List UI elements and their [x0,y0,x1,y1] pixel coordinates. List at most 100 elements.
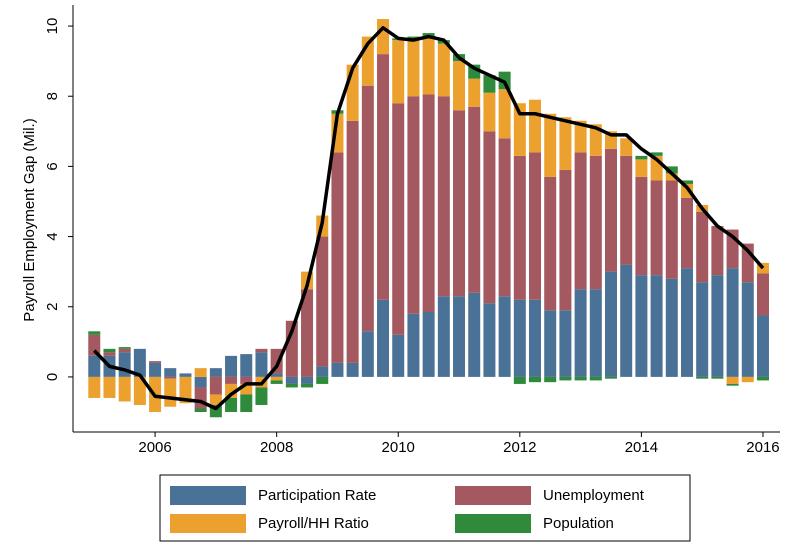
bar-segment [346,362,359,377]
bar-segment [255,348,268,353]
bar-segment [696,376,709,379]
bar-segment [741,282,754,377]
bar-segment [194,376,207,388]
bar-segment [650,275,663,377]
bar-segment [498,89,511,139]
y-axis-title: Payroll Employment Gap (Mil.) [21,118,38,321]
bar-segment [498,296,511,377]
bar-segment [605,148,618,272]
bar-segment [696,212,709,283]
bar-segment [756,315,769,377]
bar-segment [650,152,663,156]
bar-segment [422,38,435,95]
bar-segment [118,347,131,349]
bar-segment [164,378,177,407]
bar-segment [407,313,420,377]
bar-segment [377,54,390,300]
bar-segment [118,352,131,377]
x-tick-label: 2008 [260,439,293,456]
x-tick-label: 2014 [625,439,658,456]
legend-swatch [170,514,246,533]
bar-segment [88,334,101,356]
bar-segment [483,303,496,377]
bar-segment [635,155,648,160]
bar-segment [635,176,648,276]
bar-segment [529,299,542,377]
bar-segment [711,275,724,377]
bar-segment [726,268,739,377]
bar-segment [225,397,238,413]
bar-segment [270,373,283,377]
bar-segment [240,354,253,377]
bar-segment [422,94,435,313]
bar-segment [133,376,146,405]
bar-segment [589,376,602,381]
bar-segment [589,124,602,156]
bar-segment [194,368,207,377]
bar-segment [544,113,557,177]
bar-segment [316,236,329,367]
bar-segment [453,61,466,111]
bar-segment [209,394,222,405]
bar-segment [468,106,481,293]
bar-segment [179,376,192,404]
x-tick-label: 2012 [503,439,536,456]
x-tick-label: 2016 [746,439,779,456]
bar-segment [574,376,587,381]
bar-segment [453,110,466,297]
legend-label: Participation Rate [258,487,376,504]
y-tick-label: 2 [44,303,61,311]
bar-segment [179,373,192,377]
bar-segment [225,376,238,384]
bar-segment [650,180,663,276]
bar-segment [164,376,177,379]
bar-segment [118,376,131,402]
bar-segment [377,299,390,377]
bar-segment [437,96,450,297]
bar-segment [574,152,587,290]
bar-segment [680,268,693,377]
bar-segment [88,376,101,398]
bar-segment [316,376,329,384]
bar-segment [285,376,298,384]
legend-swatch [455,486,531,505]
bar-segment [468,78,481,107]
y-tick-label: 6 [44,162,61,170]
bar-segment [240,383,253,395]
bar-segment [726,376,739,384]
bar-segment [559,117,572,170]
bar-segment [696,282,709,377]
legend-swatch [170,486,246,505]
bar-segment [559,169,572,311]
bar-segment [574,120,587,153]
bar-segment [88,355,101,377]
legend-swatch [455,514,531,533]
bar-segment [437,296,450,377]
bar-segment [756,273,769,316]
bar-segment [620,138,633,156]
bar-segment [88,331,101,335]
bar-segment [240,376,253,384]
bar-segment [711,376,724,379]
bar-segment [529,152,542,300]
bar-segment [361,85,374,332]
bar-segment [529,99,542,153]
legend-label: Population [543,515,614,532]
bar-segment [513,103,526,156]
bar-segment [559,376,572,381]
bar-segment [316,366,329,377]
bar-segment [513,299,526,377]
bar-segment [620,155,633,265]
bar-segment [331,152,344,363]
bar-segment [589,155,602,290]
bar-segment [741,376,754,383]
bar-segment [285,383,298,388]
bar-segment [711,226,724,276]
bar-segment [209,376,222,395]
legend-box [159,474,691,542]
bar-segment [605,271,618,377]
bar-segment [194,408,207,413]
bar-segment [361,331,374,377]
bar-segment [665,180,678,279]
